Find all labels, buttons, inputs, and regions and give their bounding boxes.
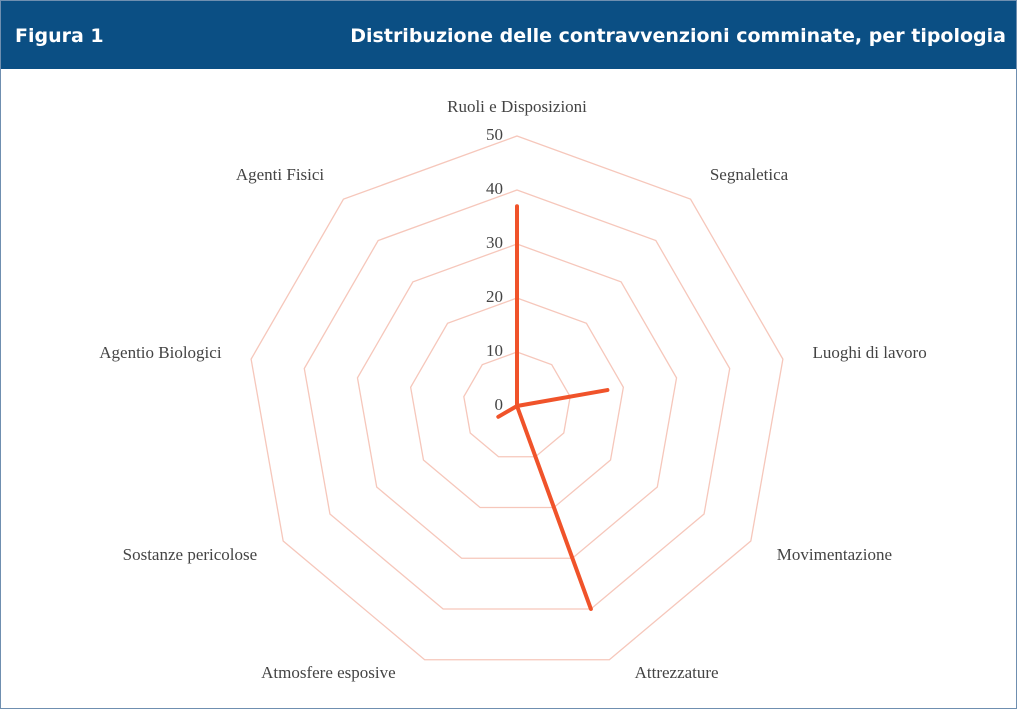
r-tick-label: 20: [486, 287, 503, 306]
grid-ring: [250, 135, 784, 661]
grid-ring: [356, 243, 678, 559]
category-label: Atmosfere esposive: [261, 663, 396, 682]
data-line: [496, 204, 610, 611]
grid-ring: [463, 351, 571, 458]
r-tick-label: 50: [486, 125, 503, 144]
category-label: Segnaletica: [710, 165, 789, 184]
category-label: Movimentazione: [777, 545, 892, 564]
r-tick-label: 30: [486, 233, 503, 252]
grid-ring: [409, 297, 625, 509]
figure-number: Figura 1: [15, 25, 104, 47]
r-tick-label: 10: [486, 341, 503, 360]
figure-title: Distribuzione delle contravvenzioni comm…: [350, 25, 1006, 47]
category-label: Luoghi di lavoro: [812, 343, 926, 362]
category-label: Sostanze pericolose: [123, 545, 258, 564]
grid-ring: [303, 189, 731, 610]
category-label: Ruoli e Disposizioni: [447, 97, 587, 116]
category-label: Agentio Biologici: [99, 343, 222, 362]
category-label: Attrezzature: [635, 663, 719, 682]
r-tick-label: 0: [495, 395, 504, 414]
r-tick-label: 40: [486, 179, 503, 198]
category-label: Agenti Fisici: [236, 165, 325, 184]
header: Figura 1 Distribuzione delle contravvenz…: [1, 1, 1016, 69]
